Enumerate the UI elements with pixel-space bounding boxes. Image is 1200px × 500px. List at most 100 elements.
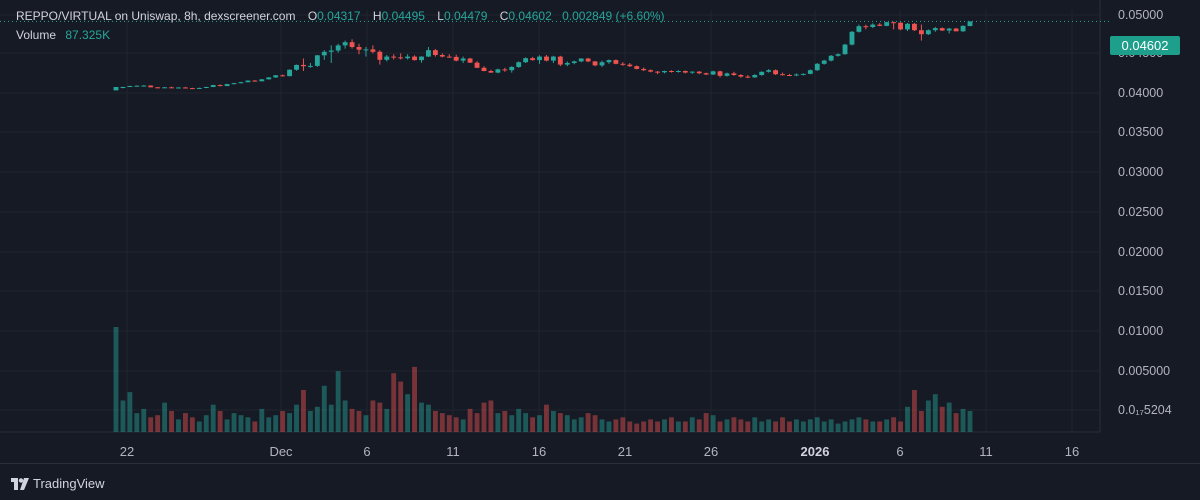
candle-body (474, 62, 480, 68)
volume-bar (863, 419, 869, 432)
tradingview-label: TradingView (33, 476, 105, 491)
candle-body (363, 49, 369, 51)
candle-body (301, 64, 306, 67)
volume-bar (641, 421, 647, 432)
candle-body (606, 60, 612, 63)
candle-body (870, 24, 876, 27)
candle-body (821, 60, 827, 64)
candle-body (662, 71, 667, 73)
candle-body (766, 70, 772, 72)
volume-bar (335, 371, 341, 432)
y-axis-tick-label: 0.03000 (1118, 165, 1163, 179)
candle-body (689, 71, 695, 73)
candle-body (488, 71, 494, 73)
candle-body (342, 42, 348, 46)
candle-body (814, 63, 820, 71)
volume-bar (183, 413, 188, 432)
last-price-badge: 0.04602 (1110, 36, 1180, 55)
candle-body (176, 87, 181, 89)
candle-body (682, 71, 688, 73)
candle-body (384, 56, 390, 60)
volume-bar (516, 408, 522, 432)
volume-bar (835, 423, 841, 432)
volume-bar (932, 394, 938, 432)
candle-body (939, 28, 945, 31)
candle-body (835, 54, 841, 56)
volume-bar (169, 411, 174, 432)
candle-body (648, 70, 654, 72)
y-axis-tick-label: 0.005000 (1118, 364, 1170, 378)
volume-bar (141, 408, 147, 432)
candle-body (370, 49, 376, 52)
candle-body (307, 65, 313, 67)
volume-bar (405, 394, 411, 432)
volume-bar (787, 421, 792, 432)
volume-bar (905, 406, 910, 432)
volume-bar (301, 390, 306, 432)
candle-body (953, 28, 959, 32)
volume-bar (939, 406, 945, 432)
candle-body (523, 58, 529, 63)
candle-body (162, 87, 168, 89)
x-axis-tick-label: 16 (532, 444, 546, 459)
volume-bar (648, 419, 654, 432)
candle-body (544, 56, 549, 61)
volume-bar (814, 417, 820, 432)
volume-bar (669, 417, 674, 432)
volume-bar (231, 413, 237, 432)
x-axis-tick-label: 6 (896, 444, 903, 459)
candle-body (259, 79, 265, 82)
candle-body (238, 82, 244, 84)
volume-bar (759, 421, 765, 432)
candle-body (530, 58, 536, 61)
volume-bar (564, 415, 570, 432)
volume-bar (953, 413, 959, 432)
volume-bar (703, 413, 709, 432)
candle-body (731, 73, 737, 75)
legend-open-value: 0.04317 (317, 9, 361, 23)
candle-body (398, 57, 404, 59)
candle-body (669, 71, 674, 72)
legend-close-label: C (499, 9, 509, 23)
candle-body (349, 42, 355, 47)
volume-bar (294, 404, 299, 432)
candle-body (426, 50, 431, 57)
candle-body (294, 64, 299, 70)
tradingview-logo[interactable]: TradingView (11, 476, 105, 491)
volume-bar (606, 421, 612, 432)
volume-bar (578, 417, 584, 432)
volume-bar (217, 411, 223, 432)
candle-body (502, 69, 508, 71)
volume-bar (356, 411, 362, 432)
x-axis-tick-label: 22 (120, 444, 134, 459)
candle-body (453, 56, 459, 61)
candle-body (967, 21, 973, 27)
candle-body (905, 23, 910, 30)
volume-bar (453, 417, 459, 432)
candle-body (266, 77, 272, 80)
candle-body (710, 71, 716, 75)
candle-body (481, 67, 487, 71)
volume-bar (377, 402, 383, 432)
volume-bar (946, 402, 952, 432)
volume-bar (696, 419, 702, 432)
volume-legend: Volume 87.325K (16, 28, 110, 42)
candle-body (807, 70, 813, 74)
volume-bar (530, 417, 536, 432)
candle-body (932, 28, 938, 31)
candlestick-chart[interactable]: 0.050000.045000.040000.035000.030000.025… (0, 0, 1200, 463)
volume-bar (780, 417, 785, 432)
candle-body (891, 22, 897, 24)
volume-bar (627, 421, 633, 432)
volume-bar (113, 327, 119, 432)
candle-body (863, 26, 869, 28)
volume-bar (120, 400, 126, 432)
tradingview-icon (11, 477, 29, 490)
x-axis-tick-label: 6 (363, 444, 370, 459)
volume-bar (918, 411, 924, 432)
volume-bar (877, 421, 883, 432)
candle-body (224, 84, 230, 87)
candle-body (412, 56, 417, 61)
candle-body (134, 85, 140, 87)
candle-body (328, 50, 334, 52)
